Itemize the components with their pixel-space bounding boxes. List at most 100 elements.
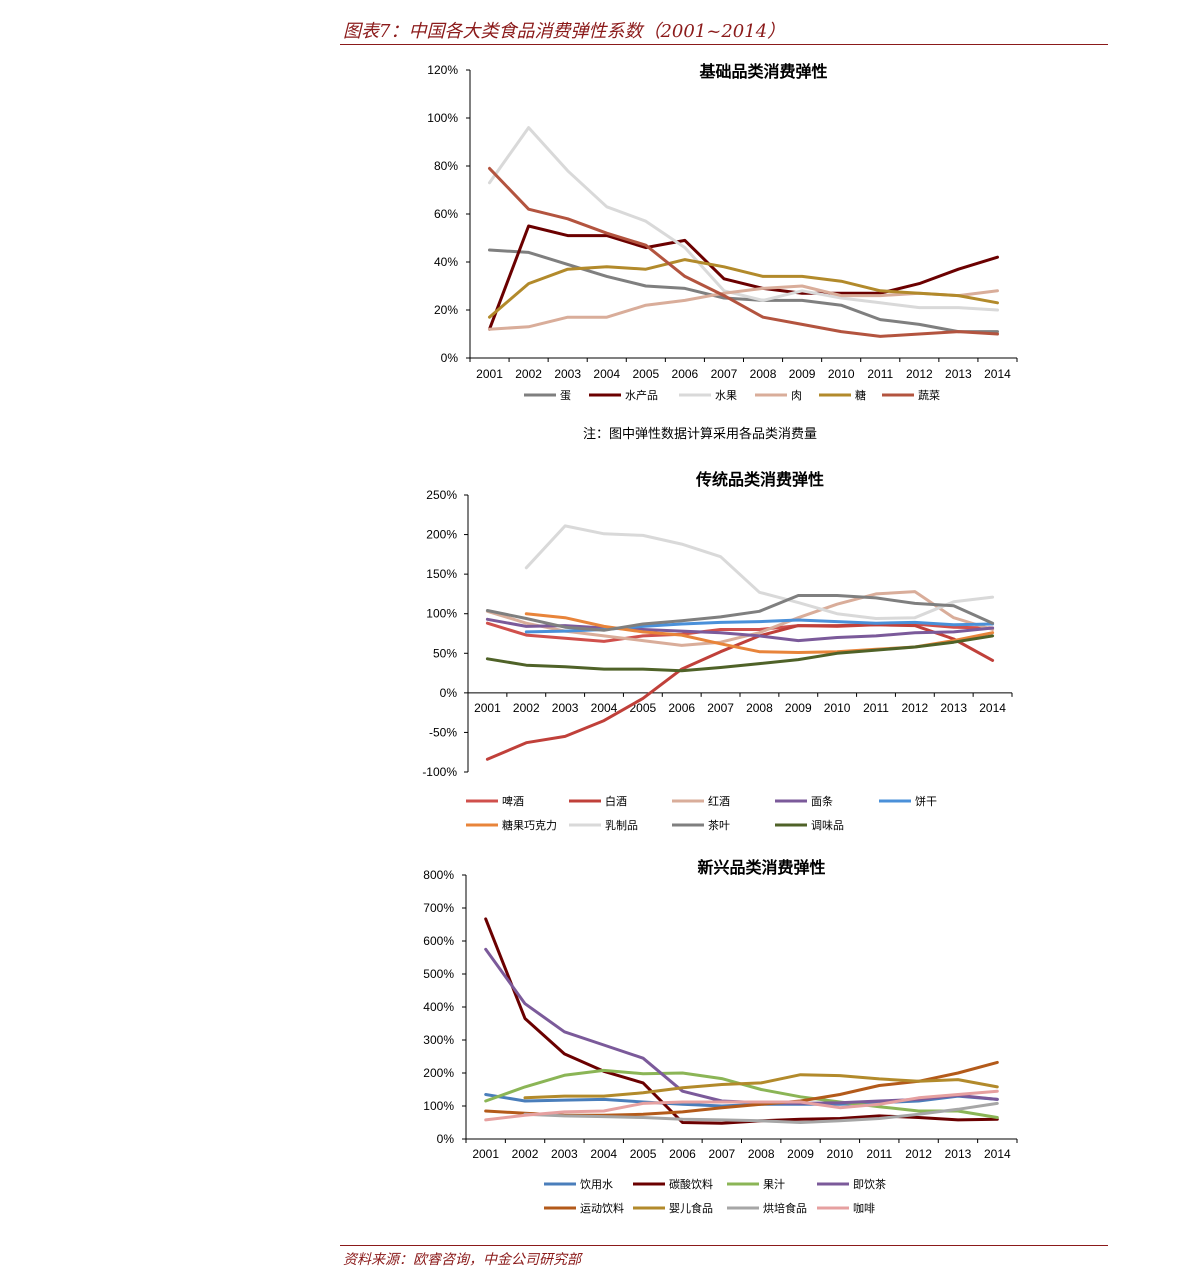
y-tick-label: 500% <box>423 967 454 981</box>
y-tick-label: 200% <box>426 528 457 542</box>
y-tick-label: 150% <box>426 567 457 581</box>
y-tick-label: 700% <box>423 901 454 915</box>
legend-label: 茶叶 <box>708 819 730 832</box>
x-tick-label: 2003 <box>551 1147 578 1161</box>
x-tick-label: 2009 <box>787 1147 814 1161</box>
y-tick-label: 400% <box>423 1000 454 1014</box>
legend-label: 碳酸饮料 <box>669 1177 713 1191</box>
x-tick-label: 2005 <box>630 1147 657 1161</box>
x-tick-label: 2010 <box>824 701 851 715</box>
legend-label: 果汁 <box>763 1178 785 1191</box>
x-tick-label: 2004 <box>591 701 618 715</box>
x-tick-label: 2002 <box>512 1147 539 1161</box>
x-tick-label: 2011 <box>863 701 889 715</box>
y-tick-label: 60% <box>434 207 458 221</box>
x-tick-label: 2002 <box>515 367 542 381</box>
legend-label: 乳制品 <box>605 819 638 832</box>
y-tick-label: 20% <box>434 303 458 317</box>
series-line-3 <box>488 126 999 312</box>
series-line-8 <box>484 1089 999 1122</box>
legend-label: 咖啡 <box>853 1201 875 1215</box>
x-tick-label: 2004 <box>593 367 620 381</box>
chart-title: 基础品类消费弹性 <box>698 62 827 81</box>
x-tick-label: 2006 <box>668 701 695 715</box>
legend: 蛋 水产品 水果 肉 糖 蔬菜 <box>524 388 940 402</box>
series-line-6 <box>523 1073 999 1100</box>
x-tick-label: 2012 <box>906 367 933 381</box>
x-tick-label: 2008 <box>748 1147 775 1161</box>
legend-label: 即饮茶 <box>853 1178 886 1191</box>
legend-label: 水产品 <box>625 388 658 402</box>
title-rule <box>340 44 1108 45</box>
series-line-7 <box>523 1101 999 1124</box>
legend-label: 啤酒 <box>502 794 524 808</box>
series-line-3 <box>484 1068 999 1119</box>
legend-label: 蛋 <box>560 389 571 402</box>
figure-title: 图表7：中国各大类食品消费弹性系数（2001~2014） <box>343 21 786 42</box>
x-tick-label: 2003 <box>552 701 579 715</box>
series-line-5 <box>488 258 999 319</box>
y-tick-label: 200% <box>423 1066 454 1080</box>
series-line-5 <box>484 1060 999 1117</box>
y-tick-label: 40% <box>434 255 458 269</box>
series-line-6 <box>488 166 999 338</box>
legend-label: 调味品 <box>811 819 844 832</box>
y-tick-label: 100% <box>426 607 457 621</box>
chart-3: 新兴品类消费弹性 0% 100% 200% 300% 400% 500% 600% 700% 80… <box>423 858 1018 1215</box>
x-tick-label: 2002 <box>513 701 540 715</box>
chart-1: 基础品类消费弹性 0% 20% 40% 60% 80% 100% 120% 2001 2002 20… <box>427 62 1018 402</box>
legend-label: 红酒 <box>708 795 730 808</box>
x-tick-label: 2012 <box>902 701 929 715</box>
legend-label: 面条 <box>811 794 833 808</box>
series-line-2 <box>484 917 999 1125</box>
x-tick-label: 2004 <box>590 1147 617 1161</box>
y-tick-label: 600% <box>423 934 454 948</box>
x-tick-label: 2001 <box>472 1147 499 1161</box>
x-tick-label: 2009 <box>785 701 812 715</box>
chart-2: 传统品类消费弹性 -100% -50% 0% 50% 100% 150% 200% 250% 20… <box>422 470 1013 832</box>
legend-label: 饼干 <box>915 794 937 808</box>
series-line-2 <box>488 224 999 331</box>
legend-label: 婴儿食品 <box>669 1201 713 1215</box>
series-line-4 <box>485 617 995 643</box>
x-tick-label: 2001 <box>474 701 501 715</box>
legend-label: 白酒 <box>605 794 627 808</box>
source-note: 资料来源：欧睿咨询，中金公司研究部 <box>343 1252 581 1268</box>
legend-label: 肉 <box>791 389 802 402</box>
series-line-2 <box>485 623 995 761</box>
footer-rule <box>340 1245 1108 1246</box>
y-tick-label: 0% <box>437 1132 455 1146</box>
x-tick-label: 2001 <box>476 367 503 381</box>
y-tick-label: 80% <box>434 159 458 173</box>
x-tick-label: 2011 <box>867 367 893 381</box>
series-line-9 <box>485 634 995 673</box>
series-line-8 <box>485 594 995 632</box>
legend-label: 水果 <box>715 389 737 402</box>
x-tick-label: 2013 <box>940 701 967 715</box>
x-tick-label: 2014 <box>984 367 1011 381</box>
y-tick-label: -50% <box>429 725 457 739</box>
x-tick-label: 2014 <box>984 1147 1011 1161</box>
x-tick-label: 2011 <box>866 1147 892 1161</box>
chart-title: 传统品类消费弹性 <box>695 470 824 489</box>
x-tick-label: 2009 <box>789 367 816 381</box>
x-tick-label: 2005 <box>630 701 657 715</box>
legend-label: 运动饮料 <box>580 1201 624 1215</box>
x-tick-label: 2013 <box>945 1147 972 1161</box>
y-tick-label: 0% <box>440 686 458 700</box>
x-tick-label: 2010 <box>828 367 855 381</box>
x-tick-label: 2006 <box>669 1147 696 1161</box>
legend-label: 饮用水 <box>580 1178 613 1191</box>
x-tick-label: 2012 <box>905 1147 932 1161</box>
x-tick-label: 2007 <box>707 701 734 715</box>
legend-label: 糖 <box>855 388 866 402</box>
series-line-7 <box>524 524 995 620</box>
legend-label: 糖果巧克力 <box>502 818 557 832</box>
y-tick-label: 300% <box>423 1033 454 1047</box>
y-tick-label: 800% <box>423 868 454 882</box>
series-line-1 <box>488 248 999 334</box>
legend-label: 蔬菜 <box>918 389 940 402</box>
x-tick-label: 2005 <box>632 367 659 381</box>
